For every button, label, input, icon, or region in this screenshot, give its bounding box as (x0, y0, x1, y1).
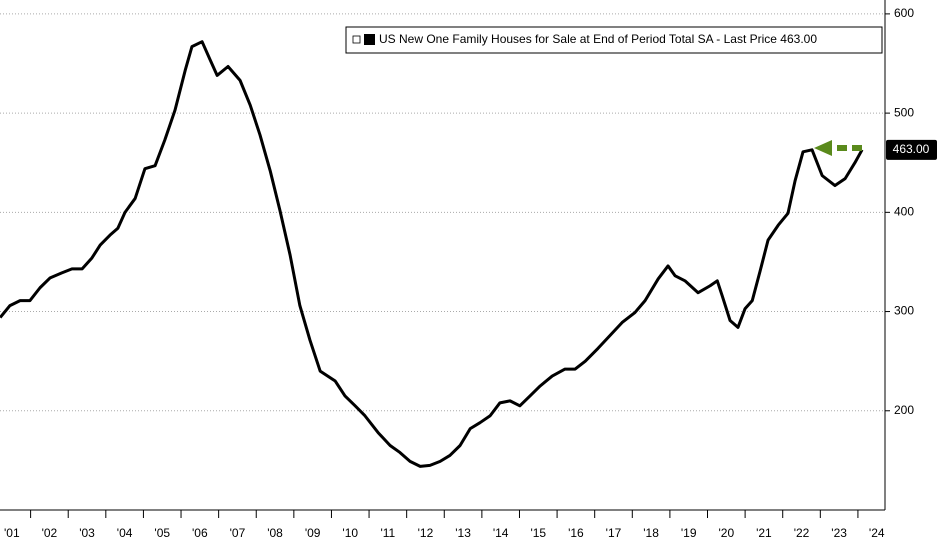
x-tick-label: '13 (455, 526, 471, 540)
x-tick-label: '14 (493, 526, 509, 540)
x-tick-label: '01 (4, 526, 20, 540)
y-tick-label: 200 (894, 403, 914, 417)
legend-box (345, 26, 883, 54)
x-tick-label: '16 (568, 526, 584, 540)
last-price-box (886, 139, 937, 160)
x-tick-label: '22 (794, 526, 810, 540)
x-tick-label: '24 (869, 526, 885, 540)
arrow-head (814, 140, 832, 156)
x-tick-label: '20 (718, 526, 734, 540)
legend-label: US New One Family Houses for Sale at End… (379, 32, 817, 46)
x-tick-label: '07 (230, 526, 246, 540)
x-tick-label: '06 (192, 526, 208, 540)
x-tick-label: '05 (154, 526, 170, 540)
data-line (0, 40, 864, 468)
last-price-label: 463.00 (893, 142, 930, 156)
x-tick-label: '03 (79, 526, 95, 540)
x-tick-label: '09 (305, 526, 321, 540)
x-tick-label: '04 (117, 526, 133, 540)
x-tick-label: '17 (606, 526, 622, 540)
x-tick-label: '12 (418, 526, 434, 540)
legend: US New One Family Houses for Sale at End… (345, 26, 883, 54)
x-tick-label: '10 (342, 526, 358, 540)
y-tick-label: 600 (894, 6, 914, 20)
x-tick-label: '21 (756, 526, 772, 540)
x-tick-label: '23 (831, 526, 847, 540)
x-tick-label: '15 (530, 526, 546, 540)
y-tick-label: 400 (894, 205, 914, 219)
x-tick-label: '08 (267, 526, 283, 540)
y-tick-label: 300 (894, 304, 914, 318)
y-tick-label: 500 (894, 105, 914, 119)
legend-swatch (364, 34, 375, 45)
legend-toggle (352, 35, 361, 44)
x-tick-label: '02 (42, 526, 58, 540)
x-tick-label: '19 (681, 526, 697, 540)
x-tick-label: '11 (380, 526, 395, 540)
x-tick-label: '18 (643, 526, 659, 540)
annotation-arrow (814, 140, 862, 156)
